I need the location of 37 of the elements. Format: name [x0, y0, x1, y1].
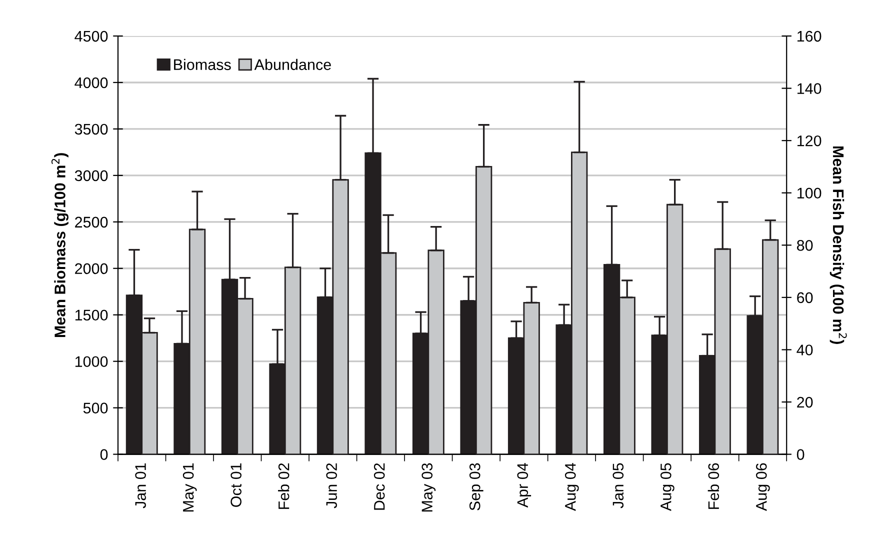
x-tick-label: May 03 [422, 463, 436, 512]
y-tick-label: 500 [83, 402, 108, 414]
y-tick-label: 4000 [74, 77, 108, 88]
y-tick-label: 2000 [75, 263, 108, 274]
x-tick-label: Jan 05 [612, 463, 624, 508]
x-tick-label: Aug 04 [564, 463, 579, 511]
y2-tick-label: 140 [797, 83, 822, 94]
y-axis-title: Mean Biomass (g/100 m$^{2}$) [51, 153, 68, 338]
y2-tick-label: 0 [796, 449, 804, 460]
x-tick-label: Jun 02 [326, 463, 337, 508]
y2-tick-label: 120 [797, 135, 822, 146]
y-tick-label: 1000 [75, 356, 108, 368]
y2-tick-label: 100 [797, 188, 822, 199]
x-tick-label: Aug 05 [660, 463, 674, 511]
x-tick-label: Oct 01 [230, 463, 242, 507]
y2-axis-title: Mean Fish Density (100 m$^{2}$) [830, 146, 847, 344]
y2-tick-label: 20 [797, 396, 813, 408]
x-tick-label: Feb 06 [708, 463, 720, 509]
x-tick-label: Feb 02 [278, 463, 290, 509]
legend-label: Abundance [254, 58, 331, 70]
x-tick-label: Apr 04 [517, 463, 532, 508]
y-tick-label: 3500 [74, 124, 108, 135]
x-tick-label: Sep 03 [469, 463, 484, 510]
y-tick-label: 3000 [74, 170, 108, 182]
y-tick-label: 2500 [75, 216, 108, 228]
y2-tick-label: 160 [797, 30, 822, 42]
x-tick-label: Dec 02 [374, 463, 385, 510]
x-tick-label: Jan 01 [135, 463, 146, 508]
y2-tick-label: 60 [797, 292, 813, 304]
y2-tick-label: 40 [796, 344, 813, 356]
y2-tick-label: 80 [796, 240, 813, 251]
y-tick-label: 4500 [74, 30, 108, 42]
legend-label: Biomass [174, 58, 231, 70]
x-tick-label: May 01 [182, 463, 197, 512]
y-tick-label: 1500 [75, 310, 108, 321]
x-tick-label: Aug 06 [756, 463, 770, 511]
y-tick-label: 0 [100, 449, 108, 460]
